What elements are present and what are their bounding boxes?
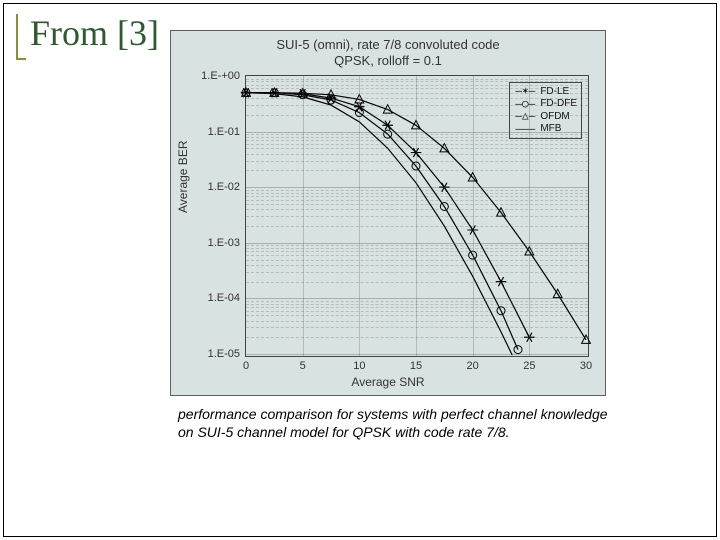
grid-h-minor bbox=[246, 245, 588, 246]
chart-title-line1: SUI-5 (omni), rate 7/8 convoluted code bbox=[276, 37, 499, 52]
grid-h-minor bbox=[246, 204, 588, 205]
grid-h-minor bbox=[246, 337, 588, 338]
legend-label: FD-LE bbox=[540, 86, 569, 98]
grid-h-minor bbox=[246, 154, 588, 155]
chart-legend: —✶—FD-LE—○—FD-DFE—△—OFDM———MFB bbox=[509, 82, 582, 139]
ytick-label: 1.E-02 bbox=[208, 181, 240, 193]
chart-title: SUI-5 (omni), rate 7/8 convoluted code Q… bbox=[171, 37, 605, 70]
grid-h-minor bbox=[246, 105, 588, 106]
xtick-label: 30 bbox=[580, 360, 592, 372]
grid-h bbox=[246, 354, 588, 355]
grid-h-minor bbox=[246, 260, 588, 261]
grid-h-minor bbox=[246, 93, 588, 94]
legend-label: FD-DFE bbox=[540, 98, 577, 110]
chart-caption: performance comparison for systems with … bbox=[178, 406, 618, 441]
grid-h-minor bbox=[246, 170, 588, 171]
xtick-label: 5 bbox=[300, 360, 306, 372]
ytick-label: 1.E-01 bbox=[208, 126, 240, 138]
xtick-label: 20 bbox=[467, 360, 479, 372]
grid-h-minor bbox=[246, 79, 588, 80]
legend-icon: —✶— bbox=[514, 85, 536, 98]
grid-h bbox=[246, 187, 588, 188]
grid-h-minor bbox=[246, 85, 588, 86]
grid-h-minor bbox=[246, 140, 588, 141]
grid-v bbox=[303, 76, 304, 356]
chart-title-line2: QPSK, rolloff = 0.1 bbox=[334, 53, 442, 68]
slide-title: From [3] bbox=[30, 12, 159, 54]
xtick-label: 10 bbox=[353, 360, 365, 372]
grid-h-minor bbox=[246, 144, 588, 145]
grid-h-minor bbox=[246, 190, 588, 191]
ytick-label: 1.E-05 bbox=[208, 348, 240, 360]
grid-h-minor bbox=[246, 301, 588, 302]
grid-h-minor bbox=[246, 200, 588, 201]
grid-v bbox=[416, 76, 417, 356]
xtick-label: 15 bbox=[410, 360, 422, 372]
ytick-label: 1.E-+00 bbox=[201, 70, 240, 82]
grid-h-minor bbox=[246, 272, 588, 273]
grid-h-minor bbox=[246, 115, 588, 116]
xtick-label: 25 bbox=[523, 360, 535, 372]
legend-item: —✶— FD-LE bbox=[514, 85, 577, 98]
grid-v bbox=[359, 76, 360, 356]
grid-h-minor bbox=[246, 161, 588, 162]
grid-h-minor bbox=[246, 226, 588, 227]
chart-ylabel: Average BER bbox=[176, 141, 190, 214]
grid-h-minor bbox=[246, 134, 588, 135]
grid-h-minor bbox=[246, 265, 588, 266]
chart-panel: SUI-5 (omni), rate 7/8 convoluted code Q… bbox=[170, 30, 606, 396]
grid-h-minor bbox=[246, 321, 588, 322]
grid-v bbox=[473, 76, 474, 356]
grid-h-minor bbox=[246, 304, 588, 305]
ytick-label: 1.E-03 bbox=[208, 237, 240, 249]
grid-h-minor bbox=[246, 196, 588, 197]
grid-h-minor bbox=[246, 282, 588, 283]
xtick-label: 0 bbox=[243, 360, 249, 372]
ytick-label: 1.E-04 bbox=[208, 292, 240, 304]
grid-h-minor bbox=[246, 327, 588, 328]
chart-plot-area: —✶—FD-LE—○—FD-DFE—△—OFDM———MFB 1.E-+001.… bbox=[245, 75, 589, 357]
grid-v bbox=[529, 76, 530, 356]
legend-label: OFDM bbox=[540, 111, 569, 123]
grid-h-minor bbox=[246, 148, 588, 149]
grid-h-minor bbox=[246, 216, 588, 217]
grid-h-minor bbox=[246, 81, 588, 82]
grid-h-minor bbox=[246, 137, 588, 138]
grid-h bbox=[246, 298, 588, 299]
grid-h-minor bbox=[246, 315, 588, 316]
grid-h-minor bbox=[246, 255, 588, 256]
grid-h-minor bbox=[246, 311, 588, 312]
grid-h-minor bbox=[246, 251, 588, 252]
title-accent bbox=[16, 14, 26, 60]
grid-h-minor bbox=[246, 307, 588, 308]
grid-h-minor bbox=[246, 193, 588, 194]
grid-h bbox=[246, 132, 588, 133]
grid-h-minor bbox=[246, 98, 588, 99]
chart-xlabel: Average SNR bbox=[171, 375, 605, 389]
grid-h bbox=[246, 243, 588, 244]
grid-h-minor bbox=[246, 209, 588, 210]
grid-h-minor bbox=[246, 88, 588, 89]
grid-h-minor bbox=[246, 248, 588, 249]
slide: From [3] SUI-5 (omni), rate 7/8 convolut… bbox=[0, 0, 720, 540]
